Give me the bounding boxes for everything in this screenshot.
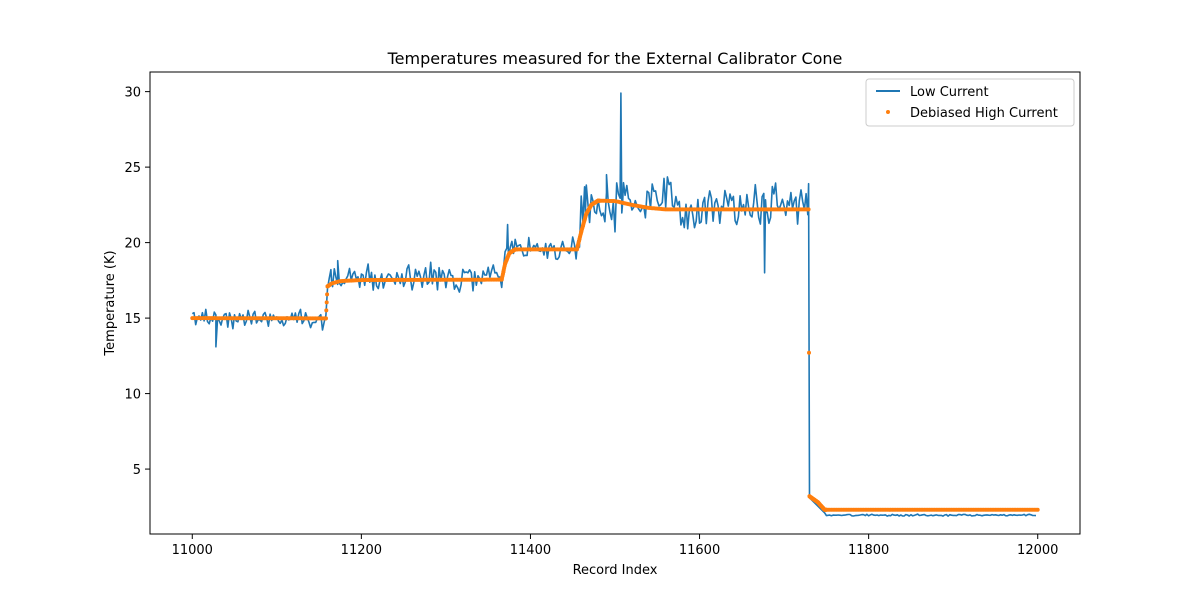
data-point-high-current — [327, 283, 332, 288]
plot-area — [149, 71, 1081, 535]
y-tick-label: 25 — [124, 161, 141, 176]
series-line-low-current — [191, 92, 1037, 517]
x-tick-label: 11400 — [510, 543, 551, 558]
data-point-high-current — [597, 198, 602, 203]
x-axis-title: Record Index — [573, 563, 658, 578]
plot-frame — [149, 71, 1081, 535]
y-axis: 5 10 15 20 25 30 — [124, 86, 150, 478]
data-point-high-current — [325, 292, 330, 297]
data-point-high-current — [806, 207, 811, 212]
x-tick-label: 12000 — [1017, 543, 1058, 558]
chart-title: Temperatures measured for the External C… — [387, 49, 843, 68]
legend-high-current-swatch — [886, 110, 890, 114]
data-point-high-current — [824, 507, 829, 512]
x-tick-label: 11000 — [172, 543, 213, 558]
y-tick-label: 5 — [133, 463, 141, 478]
y-axis-title: Temperature (K) — [103, 250, 118, 356]
legend-high-current-label: Debiased High Current — [910, 106, 1058, 121]
y-tick-label: 20 — [124, 237, 141, 252]
legend-box — [865, 78, 1075, 127]
data-point-high-current — [514, 247, 519, 252]
x-tick-label: 11600 — [679, 543, 720, 558]
y-tick-label: 10 — [124, 388, 141, 403]
x-tick-label: 11800 — [848, 543, 889, 558]
y-tick-label: 15 — [124, 312, 141, 327]
y-tick-label: 30 — [124, 86, 141, 101]
data-point-high-current — [324, 308, 329, 313]
series-layer — [190, 92, 1040, 517]
legend-low-current-label: Low Current — [910, 85, 989, 100]
data-point-high-current — [807, 350, 811, 355]
x-axis: 11000 11200 11400 11600 11800 12000 — [172, 534, 1058, 558]
data-point-high-current — [1035, 507, 1040, 512]
data-point-high-current — [323, 316, 328, 321]
data-point-high-current — [324, 300, 329, 305]
x-tick-label: 11200 — [341, 543, 382, 558]
series-debiased-high-current — [190, 198, 1040, 512]
legend: Low Current Debiased High Current — [865, 78, 1075, 127]
